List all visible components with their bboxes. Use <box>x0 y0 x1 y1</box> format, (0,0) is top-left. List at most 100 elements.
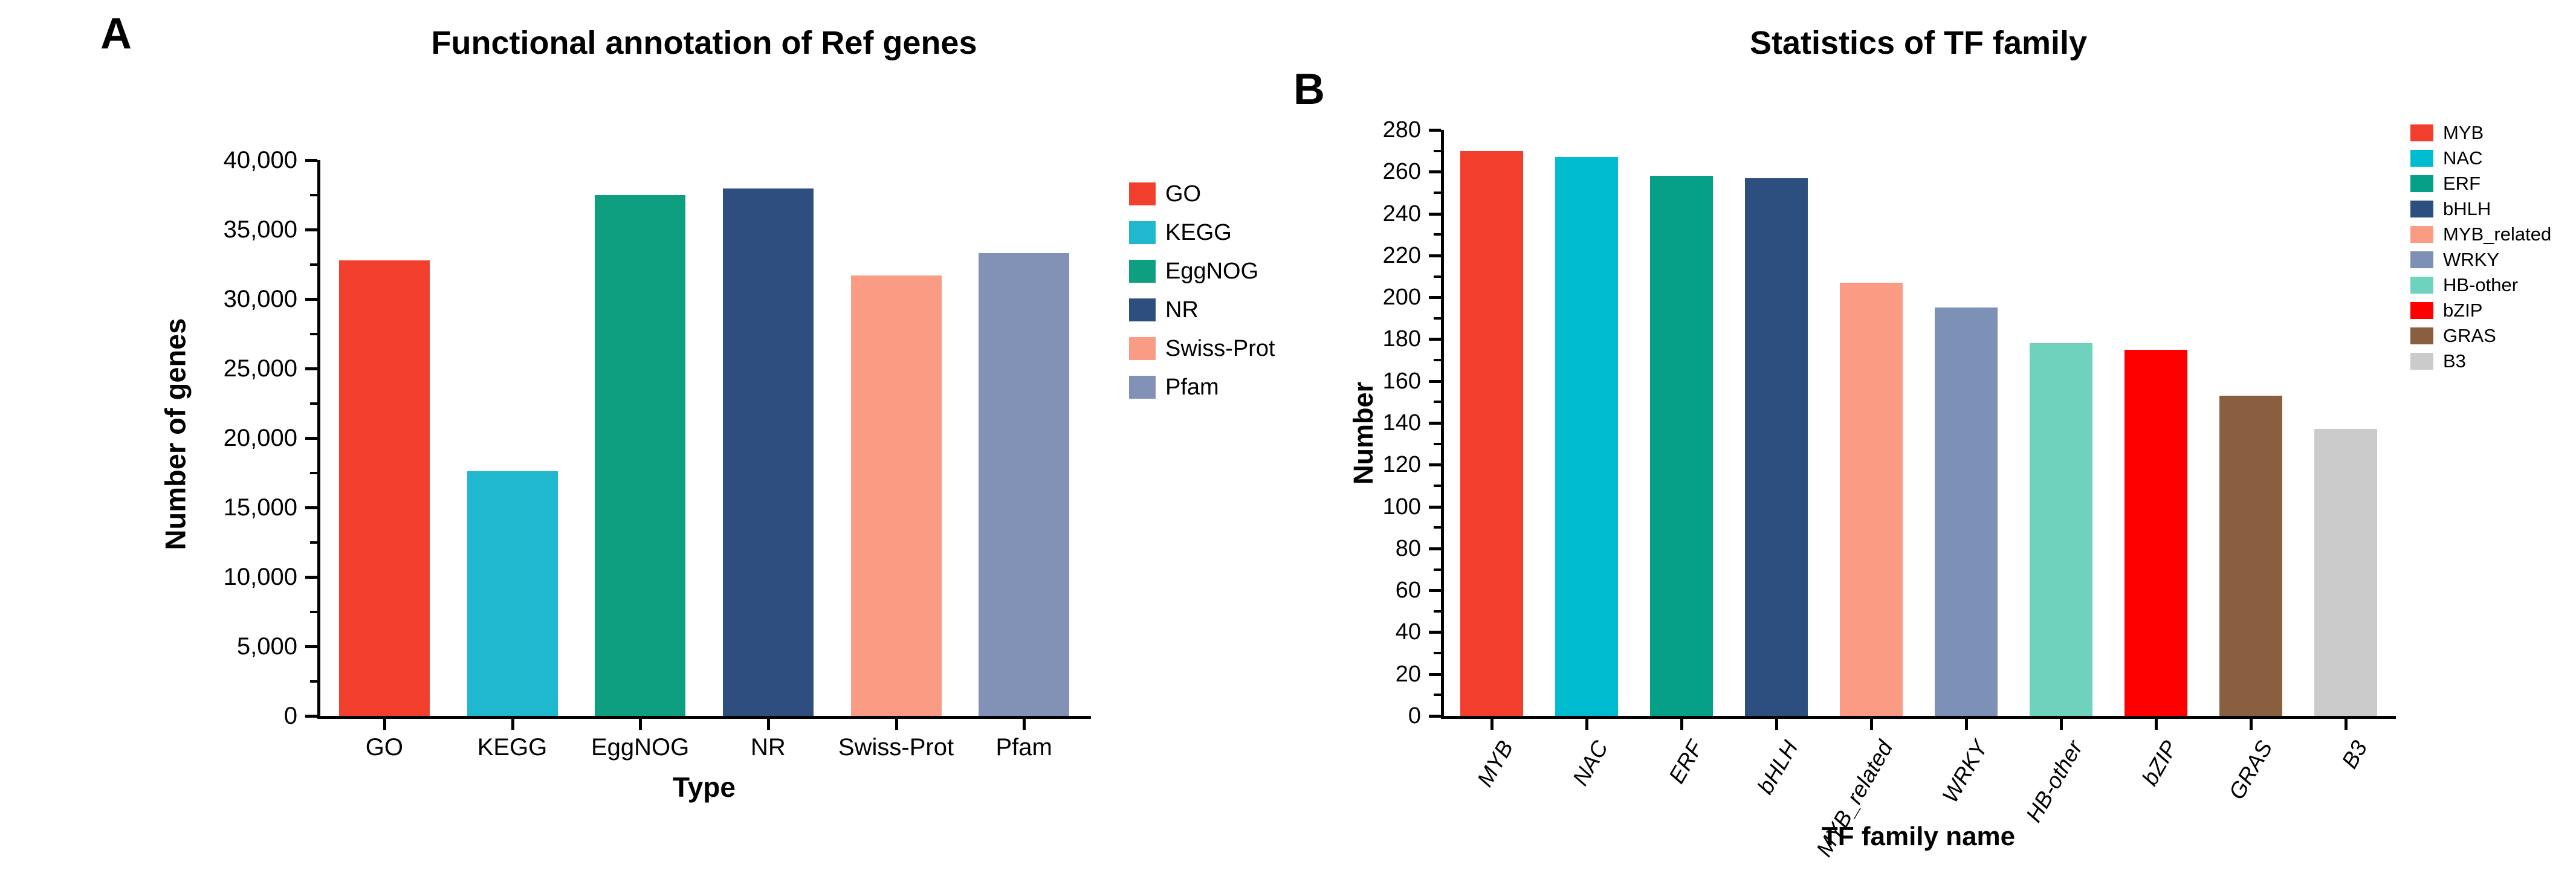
legend-label-B3: B3 <box>2443 350 2466 372</box>
y-tick-mark <box>305 645 317 648</box>
legend-item-NAC: NAC <box>2410 149 2482 167</box>
x-tick-mark <box>511 719 514 730</box>
y-tick-label: 240 <box>1382 201 1421 227</box>
legend-swatch-Swiss-Prot <box>1129 337 1156 360</box>
x-tick-label-KEGG: KEGG <box>477 734 548 761</box>
y-tick-label: 260 <box>1382 159 1421 185</box>
legend-label-ERF: ERF <box>2443 173 2481 194</box>
bar-GRAS <box>2219 395 2282 716</box>
x-tick-label-ERF: ERF <box>1663 736 1708 788</box>
y-tick-label: 0 <box>283 702 297 729</box>
x-tick-label-MYB: MYB <box>1472 736 1518 791</box>
legend-swatch-GRAS <box>2410 327 2433 344</box>
y-tick-label: 80 <box>1395 535 1421 561</box>
y-tick-mark <box>305 506 317 509</box>
y-tick-mark <box>1429 715 1441 718</box>
x-tick-mark <box>1869 719 1873 730</box>
panel-a-x-axis-title: Type <box>673 771 736 803</box>
bar-NAC <box>1555 157 1618 716</box>
y-minor-tick-mark <box>1434 652 1441 655</box>
y-tick-mark <box>1429 505 1441 509</box>
x-tick-label-B3: B3 <box>2336 736 2372 773</box>
bar-MYB <box>1460 150 1523 716</box>
bar-EggNOG <box>595 195 686 716</box>
y-tick-mark <box>1429 672 1441 676</box>
bar-Pfam <box>979 253 1070 716</box>
x-tick-label-HB-other: HB-other <box>2021 736 2088 826</box>
y-minor-tick-mark <box>310 332 317 335</box>
y-tick-mark <box>1429 547 1441 550</box>
y-minor-tick-mark <box>1434 317 1441 320</box>
x-tick-mark <box>1964 719 1968 730</box>
legend-swatch-GO <box>1129 182 1156 205</box>
legend-label-EggNOG: EggNOG <box>1165 259 1259 284</box>
legend-label-NR: NR <box>1165 297 1199 323</box>
panel-b-title: Statistics of TF family <box>1749 25 2088 61</box>
y-tick-mark <box>305 159 317 162</box>
x-tick-mark <box>383 719 386 730</box>
panel-b-x-axis-title: TF family name <box>1821 822 2016 851</box>
legend-item-B3: B3 <box>2410 352 2466 370</box>
legend-item-ERF: ERF <box>2410 174 2481 193</box>
y-tick-label: 40,000 <box>223 146 297 173</box>
y-tick-mark <box>1429 422 1441 425</box>
legend-label-bZIP: bZIP <box>2443 300 2483 321</box>
legend-label-HB-other: HB-other <box>2443 274 2519 295</box>
legend-item-GRAS: GRAS <box>2410 326 2496 345</box>
x-tick-label-NAC: NAC <box>1567 736 1613 790</box>
y-tick-label: 20 <box>1395 661 1421 687</box>
x-tick-mark <box>1680 719 1683 730</box>
y-minor-tick-mark <box>310 471 317 474</box>
legend-swatch-MYB_related <box>2410 225 2433 243</box>
y-tick-mark <box>305 437 317 440</box>
legend-swatch-Pfam <box>1129 376 1156 399</box>
x-tick-mark <box>2344 719 2348 730</box>
bar-HB-other <box>2029 343 2092 716</box>
legend-label-MYB_related: MYB_related <box>2443 224 2552 245</box>
legend-label-MYB: MYB <box>2443 122 2484 143</box>
bar-Swiss-Prot <box>850 275 942 716</box>
y-tick-mark <box>1429 463 1441 467</box>
legend-item-bHLH: bHLH <box>2410 199 2491 218</box>
legend-item-MYB: MYB <box>2410 123 2484 142</box>
legend-label-WRKY: WRKY <box>2443 249 2499 270</box>
y-minor-tick-mark <box>310 680 317 683</box>
x-tick-mark <box>1490 719 1493 730</box>
legend-swatch-HB-other <box>2410 276 2433 294</box>
y-minor-tick-mark <box>1434 526 1441 529</box>
legend-swatch-bZIP <box>2410 301 2433 319</box>
y-tick-mark <box>1429 296 1441 300</box>
y-tick-label: 20,000 <box>223 424 297 451</box>
x-tick-mark <box>639 719 642 730</box>
bar-bZIP <box>2124 349 2187 716</box>
y-minor-tick-mark <box>1434 233 1441 236</box>
x-tick-label-GRAS: GRAS <box>2224 736 2277 804</box>
y-tick-label: 15,000 <box>223 494 297 521</box>
legend-item-bZIP: bZIP <box>2410 301 2482 320</box>
x-tick-label-EggNOG: EggNOG <box>591 734 690 761</box>
x-tick-label-Swiss-Prot: Swiss-Prot <box>838 734 954 761</box>
x-tick-mark <box>1585 719 1588 730</box>
y-tick-mark <box>305 367 317 370</box>
x-tick-label-Pfam: Pfam <box>995 734 1052 761</box>
x-tick-mark <box>766 719 770 730</box>
x-tick-mark <box>2154 719 2158 730</box>
y-tick-mark <box>305 228 317 231</box>
legend-swatch-EggNOG <box>1129 260 1156 283</box>
y-tick-label: 280 <box>1382 117 1421 143</box>
y-minor-tick-mark <box>1434 568 1441 571</box>
bar-MYB_related <box>1839 282 1903 716</box>
legend-swatch-bHLH <box>2410 200 2433 217</box>
y-tick-label: 35,000 <box>223 216 297 243</box>
y-minor-tick-mark <box>1434 694 1441 697</box>
y-tick-label: 160 <box>1382 368 1421 394</box>
legend-swatch-MYB <box>2410 124 2433 141</box>
x-tick-label-bZIP: bZIP <box>2137 736 2183 790</box>
x-tick-label-bHLH: bHLH <box>1752 736 1803 799</box>
y-tick-label: 0 <box>1408 703 1421 729</box>
y-minor-tick-mark <box>1434 149 1441 152</box>
y-axis-line <box>317 160 320 719</box>
x-axis-line <box>1441 716 2396 719</box>
x-tick-mark <box>2249 719 2253 730</box>
